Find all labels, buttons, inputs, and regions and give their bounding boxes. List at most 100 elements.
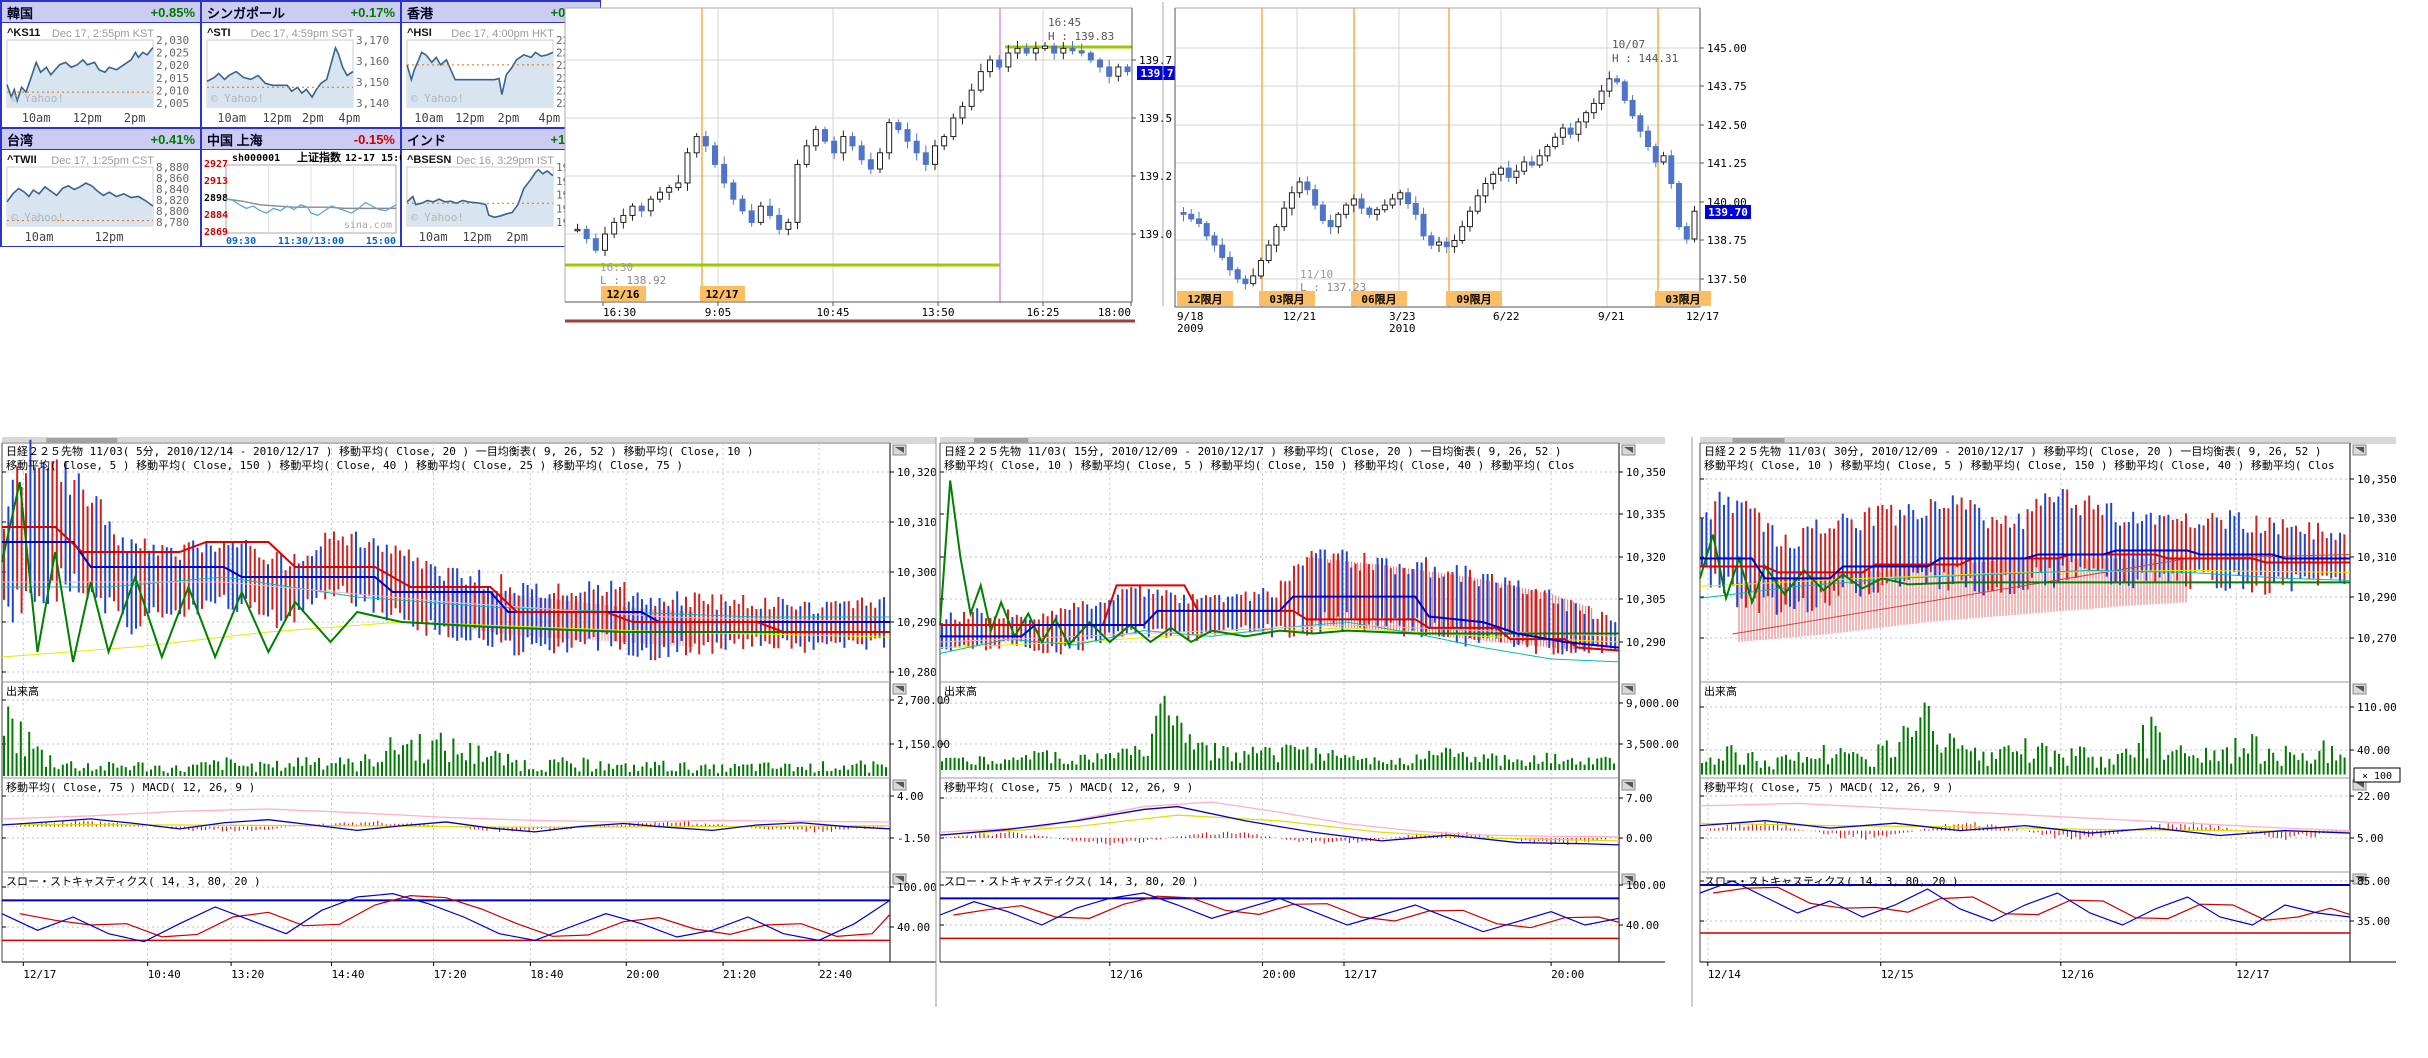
x-tick: 12/17 [23, 968, 56, 981]
stoch-section-label: スロー・ストキャスティクス( 14, 3, 80, 20 ) [944, 875, 1199, 888]
quote-datetime: Dec 17, 2:55pm KST [51, 28, 154, 40]
candle-body [1124, 66, 1131, 73]
quote-datetime: Dec 16, 3:29pm IST [456, 155, 554, 167]
candle-body [1005, 52, 1012, 68]
candle-body [583, 228, 590, 240]
x-tick: 12pm [262, 111, 291, 125]
low-annotation: L : 137.23 [1300, 281, 1366, 294]
candle-body [675, 182, 682, 189]
quote-datetime: Dec 17, 4:59pm SGT [250, 28, 354, 40]
top-candle-charts[interactable]: 16:30 9:05 10:45 13:50 16:25 18:00 139.7 139.5 1… [0, 0, 2428, 345]
candle-body [1219, 244, 1226, 258]
candle-body [950, 117, 957, 138]
y-tick: 8,800 [156, 205, 189, 218]
candle-body [739, 198, 746, 212]
sina-watermark: sina.com [344, 220, 392, 231]
market-widget-^KS11[interactable]: 韓国 +0.85% 2,030 2,025 2,020 2,015 2,010 2,005 10… [1, 1, 201, 128]
y-tick: 3,140 [356, 97, 389, 110]
date-box-label: 12/17 [705, 288, 738, 301]
panel-title: 日経２２５先物 11/03( 30分, 2010/12/09 - 2010/12… [1704, 444, 2321, 458]
scrollbar-thumb[interactable] [973, 438, 1029, 443]
high-annotation-time: 10/07 [1612, 38, 1645, 51]
horizontal-scrollbar[interactable] [940, 437, 1665, 444]
candle-body [1069, 47, 1076, 52]
horizontal-scrollbar[interactable] [2, 437, 936, 444]
current-price-box [1137, 66, 1177, 80]
candle-body [858, 145, 865, 161]
candle-body [1451, 240, 1458, 248]
widget-header: 中国 上海 -0.15% [202, 129, 400, 150]
change-percent: +0.41% [150, 131, 195, 147]
market-widget-^TWII[interactable]: 台湾 +0.41% 8,880 8,860 8,840 8,820 8,800 8,780 10… [1, 128, 201, 247]
x-tick: 9:05 [705, 306, 732, 319]
candle-body [877, 152, 883, 170]
ma-line [2, 581, 891, 623]
candle-body [748, 210, 755, 223]
stoch-d-line [19, 895, 891, 938]
multiplier-box [2353, 767, 2401, 783]
candle-body [1097, 59, 1103, 68]
market-title: シンガポール [207, 5, 286, 21]
collapse-triangle-icon [2355, 447, 2364, 453]
candle-body [638, 205, 645, 212]
y-tick: -1.50 [897, 832, 930, 845]
candle-body [1343, 204, 1350, 215]
price-line [6, 46, 154, 104]
x-tick: 14:40 [331, 968, 364, 981]
ma-line [1699, 569, 2351, 587]
y-tick: 8,880 [156, 161, 189, 174]
change-percent: +0.17% [350, 4, 395, 20]
macd-section-label: 移動平均( Close, 75 ) MACD( 12, 26, 9 ) [944, 780, 1193, 794]
horizontal-scrollbar[interactable] [1700, 437, 2396, 444]
candle-body [1023, 47, 1030, 54]
candle-body [693, 136, 700, 154]
market-widget-^STI[interactable]: シンガポール +0.17% 3,170 3,160 3,150 3,140 10am 12pm… [201, 1, 401, 128]
candle-body [959, 105, 966, 119]
y-tick: 10,280 [897, 666, 937, 679]
candle-body [1374, 209, 1381, 215]
y-tick: 22.00 [2357, 790, 2390, 803]
y-tick: 110.00 [2357, 701, 2397, 714]
y-tick: 10,350 [2357, 473, 2397, 486]
y-tick: 40.00 [897, 921, 930, 934]
x-tick: 2pm [506, 230, 528, 244]
plot-frame [564, 7, 1133, 303]
market-title: 台湾 [7, 132, 34, 148]
current-price-box [1705, 205, 1751, 219]
y-tick: 10,305 [1626, 593, 1666, 606]
y-tick: 7.00 [1626, 792, 1653, 805]
technical-analysis-panels[interactable]: 12/17 10:40 13:20 14:40 17:20 18:40 20:00 21:20… [0, 437, 2428, 1058]
candle-body [1304, 181, 1311, 191]
candle-body [1358, 198, 1365, 209]
scrollbar-thumb[interactable] [1732, 438, 1785, 443]
candle-body [574, 228, 581, 232]
candle-body [647, 198, 654, 212]
high-annotation-time: 16:45 [1048, 16, 1081, 29]
candle-body [1621, 81, 1628, 101]
candle-body [1106, 66, 1113, 77]
mini-chart: 3,170 3,160 3,150 3,140 10am 12pm 2pm 4pm © Yaho… [206, 34, 389, 125]
y-tick: 10,330 [2357, 512, 2397, 525]
candle-body [1288, 192, 1295, 209]
candle-body [849, 136, 856, 147]
scrollbar-thumb[interactable] [46, 438, 118, 443]
candle-body [702, 136, 709, 147]
y-tick: 10,335 [1626, 508, 1666, 521]
yahoo-watermark: © Yahoo! [11, 211, 64, 224]
candle-body [1668, 155, 1675, 185]
candle-body [1397, 192, 1404, 200]
candle-body [1497, 167, 1504, 175]
candle-body [1474, 195, 1481, 212]
widget-header: インド+1.10% [402, 129, 600, 150]
candle-body [1598, 90, 1605, 104]
collapse-triangle-icon [895, 782, 904, 788]
y-tick: 10,290 [2357, 591, 2397, 604]
candle-body [1195, 218, 1202, 225]
y-tick: 5.00 [2357, 832, 2384, 845]
y-tick: 10,310 [2357, 551, 2397, 564]
y-tick: 10,270 [2357, 632, 2397, 645]
ma-line [2, 576, 890, 618]
x-tick: 3/23 [1389, 310, 1416, 323]
